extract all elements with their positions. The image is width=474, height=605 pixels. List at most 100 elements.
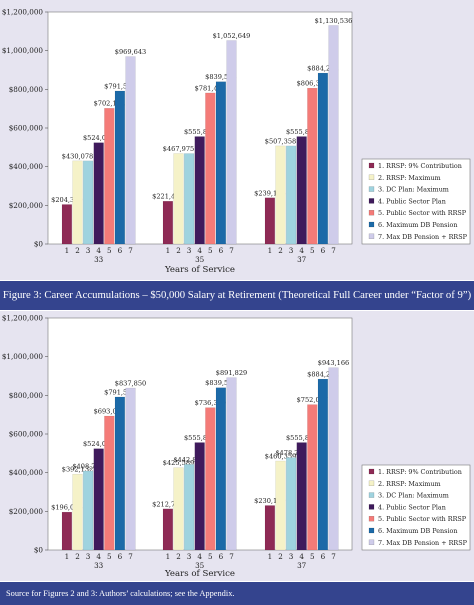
bar-number-label: 7 (331, 552, 336, 561)
bar-1-1 (61, 511, 73, 551)
bar-number-label: 3 (289, 552, 294, 561)
bar-2-3 (183, 464, 195, 551)
bar-1-3 (82, 160, 94, 245)
bar-2-7 (226, 377, 237, 551)
bar-number-label: 4 (96, 552, 101, 561)
bar-number-label: 5 (310, 246, 315, 255)
bar-value-label: $943,166 (318, 359, 349, 367)
bar-2-4 (194, 442, 205, 551)
bar-value-label: $791,555 (104, 82, 135, 90)
bar-value-label: $781,425 (195, 84, 226, 92)
bar-3-2 (275, 145, 286, 245)
bar-value-label: $555,839 (184, 128, 215, 136)
bar-number-label: 6 (321, 552, 326, 561)
y-tick-label: $1,200,000 (2, 314, 44, 323)
bar-number-label: 1 (166, 552, 171, 561)
bar-value-label: $478,251 (275, 449, 306, 457)
legend-swatch (368, 515, 375, 522)
y-tick-label: $200,000 (9, 507, 44, 516)
legend-item-label: 3. DC Plan: Maximum (378, 492, 449, 500)
bar-number-label: 2 (176, 246, 181, 255)
legend-swatch (368, 198, 375, 204)
legend-item-label: 1. RRSP: 9% Contribution (378, 468, 462, 476)
bar-number-label: 5 (107, 552, 112, 561)
bar-2-5 (205, 92, 216, 245)
y-tick-label: $0 (34, 546, 44, 555)
bar-1-6 (114, 90, 126, 245)
group-label: 33 (94, 561, 104, 570)
legend-swatch (368, 468, 375, 475)
bar-number-label: 3 (86, 246, 91, 255)
legend-swatch (368, 186, 375, 192)
bar-1-7 (125, 56, 136, 245)
bar-number-label: 4 (197, 552, 202, 561)
bar-value-label: $736,380 (195, 399, 226, 407)
bar-3-1 (264, 505, 276, 551)
bar-1-5 (104, 108, 115, 245)
bar-number-label: 7 (128, 246, 133, 255)
bar-number-label: 1 (65, 246, 70, 255)
bar-number-label: 1 (166, 246, 171, 255)
bar-2-5 (205, 407, 216, 551)
legend-item-label: 7. Max DB Pension + RRSP (378, 539, 468, 547)
bar-value-label: $460,359 (265, 452, 296, 460)
bar-number-label: 6 (219, 552, 224, 561)
y-tick-label: $1,000,000 (2, 352, 44, 361)
bar-number-label: 4 (299, 246, 304, 255)
bar-1-4 (93, 448, 104, 551)
bar-value-label: $1,130,536 (315, 17, 353, 25)
bar-value-label: $408,700 (72, 462, 103, 470)
bar-value-label: $524,076 (83, 440, 114, 448)
bar-value-label: $555,839 (286, 128, 317, 136)
chart-panel-bottom: $0 $200,000 $400,000 $600,000 $800,000 $1,000… (0, 311, 474, 581)
legend-item-label: 7. Max DB Pension + RRSP (378, 233, 468, 241)
legend-swatch (368, 209, 375, 216)
group-label: 33 (94, 255, 104, 264)
bar-value-label: $425,589 (163, 459, 194, 467)
bar-number-label: 1 (268, 552, 273, 561)
bar-value-label: $791,555 (104, 388, 135, 396)
bar-2-2 (173, 153, 184, 245)
bar-value-label: $392,132 (62, 466, 93, 474)
bar-2-6 (215, 81, 227, 245)
bar-value-label: $891,829 (216, 369, 247, 377)
bar-1-2 (72, 160, 83, 245)
bar-value-label: $230,179 (254, 497, 285, 505)
bar-1-6 (114, 396, 126, 551)
y-tick-label: $1,000,000 (2, 46, 44, 55)
bar-number-label: 5 (208, 552, 213, 561)
bar-1-2 (72, 473, 83, 551)
bar-3-6 (317, 378, 329, 551)
career-accumulations-chart-bottom: $0 $200,000 $400,000 $600,000 $800,000 $1,000… (2, 314, 471, 579)
legend-swatch (368, 221, 375, 228)
bar-number-label: 7 (229, 552, 234, 561)
legend-item-label: 5. Public Sector with RRSP (378, 209, 467, 217)
bar-number-label: 4 (299, 552, 304, 561)
bar-value-label: $555,839 (286, 434, 317, 442)
bar-3-3 (286, 145, 297, 245)
bar-value-label: $221,403 (152, 193, 183, 201)
bar-number-label: 3 (187, 246, 192, 255)
bar-1-1 (61, 204, 73, 245)
bar-3-1 (264, 197, 276, 245)
bar-value-label: $239,126 (254, 189, 285, 197)
bar-3-4 (296, 136, 307, 245)
legend-swatch (368, 162, 375, 169)
bar-number-label: 3 (289, 246, 294, 255)
bar-3-4 (296, 442, 307, 551)
bar-2-1 (162, 200, 174, 245)
bar-1-7 (125, 387, 136, 551)
legend-box (361, 158, 471, 245)
bar-number-label: 3 (187, 552, 192, 561)
bar-value-label: $1,052,649 (213, 32, 251, 40)
legend-item-label: 6. Maximum DB Pension (378, 527, 457, 535)
legend-item-label: 1. RRSP: 9% Contribution (378, 162, 462, 170)
bar-value-label: $884,244 (307, 371, 338, 379)
bar-1-3 (82, 470, 94, 551)
bar-value-label: $839,528 (205, 73, 236, 81)
bar-value-label: $212,795 (152, 500, 183, 508)
bar-value-label: $969,643 (115, 48, 146, 56)
y-tick-label: $800,000 (9, 85, 44, 94)
bar-number-label: 2 (75, 552, 80, 561)
legend-swatch (368, 233, 375, 240)
